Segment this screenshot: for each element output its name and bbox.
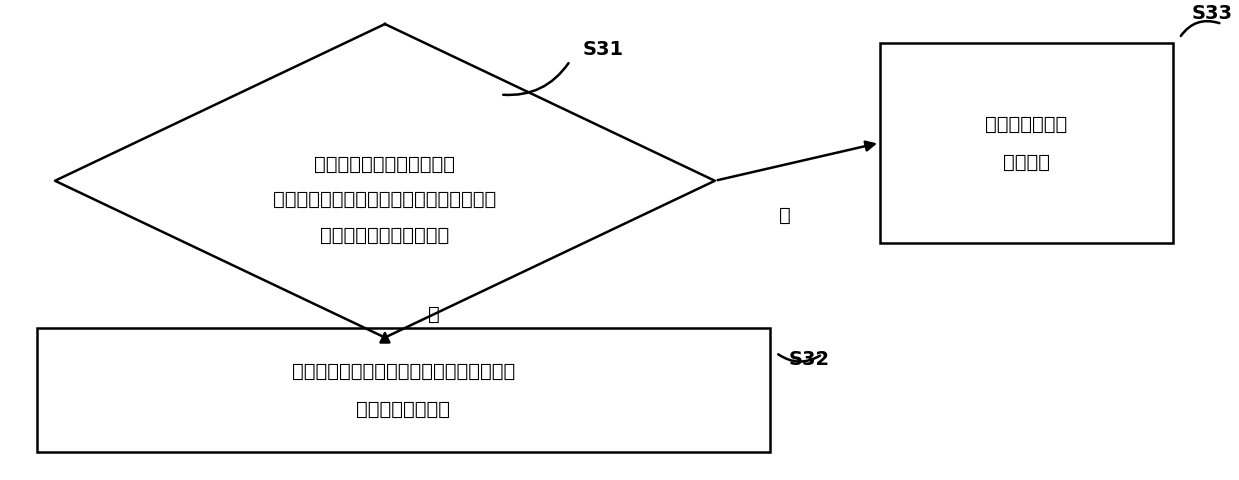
Text: 小于或等于第二预设温度，所述第二预设温: 小于或等于第二预设温度，所述第二预设温: [274, 190, 497, 209]
Text: S31: S31: [582, 40, 623, 60]
Bar: [880, 44, 1173, 243]
Text: 是: 是: [427, 305, 440, 324]
Text: 否: 否: [779, 205, 790, 224]
Text: 度大于所述第一预设温度: 度大于所述第一预设温度: [321, 225, 450, 244]
Text: S33: S33: [1192, 4, 1233, 23]
Text: 控制所述压缩机: 控制所述压缩机: [985, 115, 1068, 134]
Text: 控制所述风机提高转速，并控制所述压缩机: 控制所述风机提高转速，并控制所述压缩机: [291, 361, 515, 381]
Text: 维持当前频率运行: 维持当前频率运行: [357, 399, 450, 419]
Text: 降低频率: 降低频率: [1004, 153, 1049, 172]
Bar: [37, 328, 769, 452]
Text: S32: S32: [788, 349, 829, 369]
Text: 判断所述第一盘管温度是否: 判断所述第一盘管温度是否: [315, 154, 456, 173]
